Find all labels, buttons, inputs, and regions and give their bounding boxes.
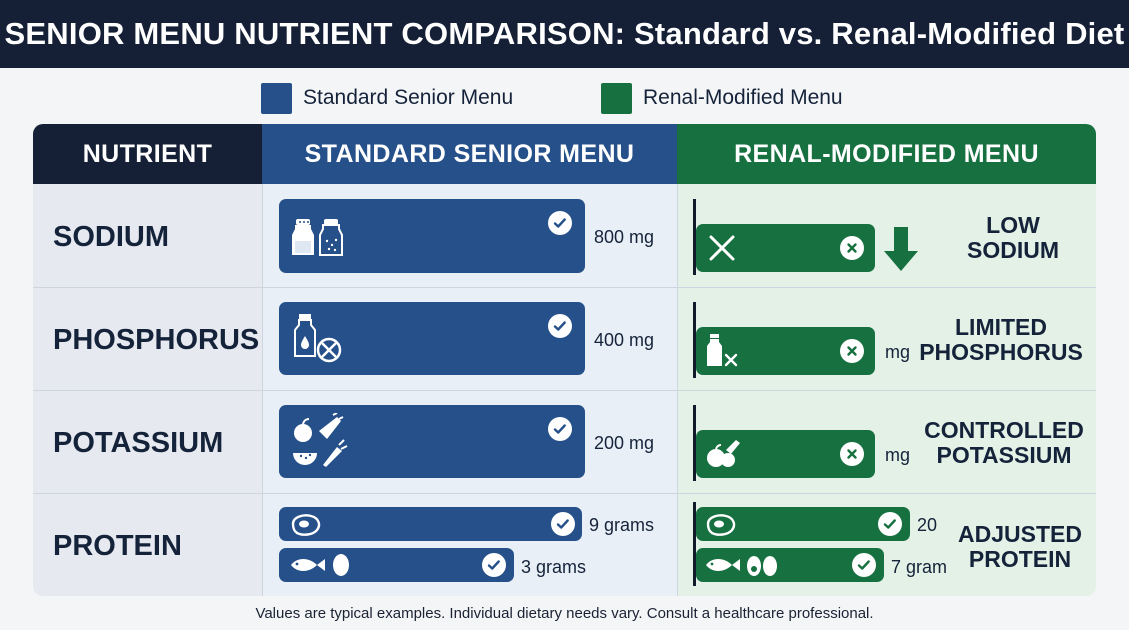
nutrient-label-potassium: POTASSIUM — [53, 427, 224, 459]
standard-bar-sodium — [279, 199, 585, 273]
renal-status-phosphorus: LIMITED PHOSPHORUS — [916, 315, 1086, 365]
check-icon — [852, 553, 876, 577]
renal-axis-line — [693, 199, 696, 275]
standard-bar-protein-meat — [279, 507, 582, 541]
row-divider — [33, 390, 1096, 391]
renal-axis-line — [693, 302, 696, 378]
steak-icon — [289, 512, 323, 541]
standard-bar-phosphorus — [279, 302, 585, 375]
status-line: PROTEIN — [968, 546, 1072, 572]
fruits-vegetables-icon — [704, 436, 744, 477]
milk-bottle-icon — [291, 312, 347, 371]
standard-value-phosphorus: 400 mg — [594, 330, 655, 350]
milk-bottle-x-icon — [706, 333, 740, 374]
renal-value-phosphorus: mg — [885, 342, 911, 362]
status-line: ADJUSTED — [958, 521, 1082, 547]
x-circle-icon — [840, 339, 864, 363]
legend-swatch-renal — [601, 82, 632, 114]
standard-value-protein-meat: 9 grams — [589, 515, 655, 535]
header-standard: STANDARD SENIOR MENU — [262, 124, 677, 184]
standard-value-sodium: 800 mg — [594, 227, 655, 247]
renal-value-protein-fish: 7 gram — [891, 557, 948, 577]
renal-value-protein-meat: 20 — [917, 515, 938, 535]
check-icon — [551, 512, 575, 536]
check-icon — [548, 314, 572, 338]
legend-label-renal: Renal-Modified Menu — [643, 86, 843, 109]
salt-pepper-shakers-icon — [289, 211, 349, 264]
legend-item-renal: Renal-Modified Menu — [601, 82, 843, 114]
renal-status-protein: ADJUSTED PROTEIN — [935, 522, 1096, 572]
steak-icon — [704, 512, 738, 541]
legend: Standard Senior Menu Renal-Modified Menu — [0, 82, 1129, 114]
row-divider — [33, 287, 1096, 288]
renal-status-potassium: CONTROLLED POTASSIUM — [919, 418, 1089, 468]
header-nutrient: NUTRIENT — [33, 124, 262, 184]
legend-label-standard: Standard Senior Menu — [303, 86, 514, 109]
legend-item-standard: Standard Senior Menu — [261, 82, 513, 114]
header-renal: RENAL-MODIFIED MENU — [677, 124, 1096, 184]
status-line: SODIUM — [967, 237, 1059, 263]
standard-bar-potassium — [279, 405, 585, 478]
row-divider — [33, 493, 1096, 494]
standard-value-potassium: 200 mg — [594, 433, 655, 453]
status-line: LIMITED — [955, 314, 1047, 340]
renal-bar-sodium — [696, 224, 875, 272]
renal-bar-protein-fish — [696, 548, 884, 582]
status-line: PHOSPHORUS — [919, 339, 1083, 365]
status-line: POTASSIUM — [936, 442, 1072, 468]
fish-egg-icon — [287, 552, 357, 583]
x-icon — [708, 234, 736, 267]
down-arrow-icon — [884, 227, 918, 276]
renal-axis-line — [693, 502, 696, 586]
page-title: SENIOR MENU NUTRIENT COMPARISON: Standar… — [4, 16, 1125, 51]
footnote: Values are typical examples. Individual … — [255, 605, 874, 622]
status-line: LOW — [986, 212, 1040, 238]
nutrient-label-protein: PROTEIN — [53, 530, 182, 562]
check-icon — [548, 417, 572, 441]
renal-bar-phosphorus — [696, 327, 875, 375]
nutrient-label-sodium: SODIUM — [53, 221, 169, 253]
check-icon — [878, 512, 902, 536]
check-icon — [548, 211, 572, 235]
renal-status-sodium: LOW SODIUM — [928, 213, 1096, 263]
x-circle-icon — [840, 442, 864, 466]
renal-axis-line — [693, 405, 696, 481]
legend-swatch-standard — [261, 82, 292, 114]
standard-bar-protein-fish — [279, 548, 514, 582]
x-circle-icon — [840, 236, 864, 260]
status-line: CONTROLLED — [924, 417, 1084, 443]
renal-bar-protein-meat — [696, 507, 910, 541]
check-icon — [482, 553, 506, 577]
renal-bar-potassium — [696, 430, 875, 478]
standard-value-protein-fish: 3 grams — [521, 557, 587, 577]
renal-value-potassium: mg — [885, 445, 911, 465]
fruits-vegetables-icon — [289, 412, 349, 476]
comparison-table: NUTRIENT STANDARD SENIOR MENU RENAL-MODI… — [33, 124, 1096, 596]
nutrient-label-phosphorus: PHOSPHORUS — [53, 324, 260, 356]
title-bar: SENIOR MENU NUTRIENT COMPARISON: Standar… — [0, 0, 1129, 68]
fish-eggs-icon — [702, 552, 786, 583]
